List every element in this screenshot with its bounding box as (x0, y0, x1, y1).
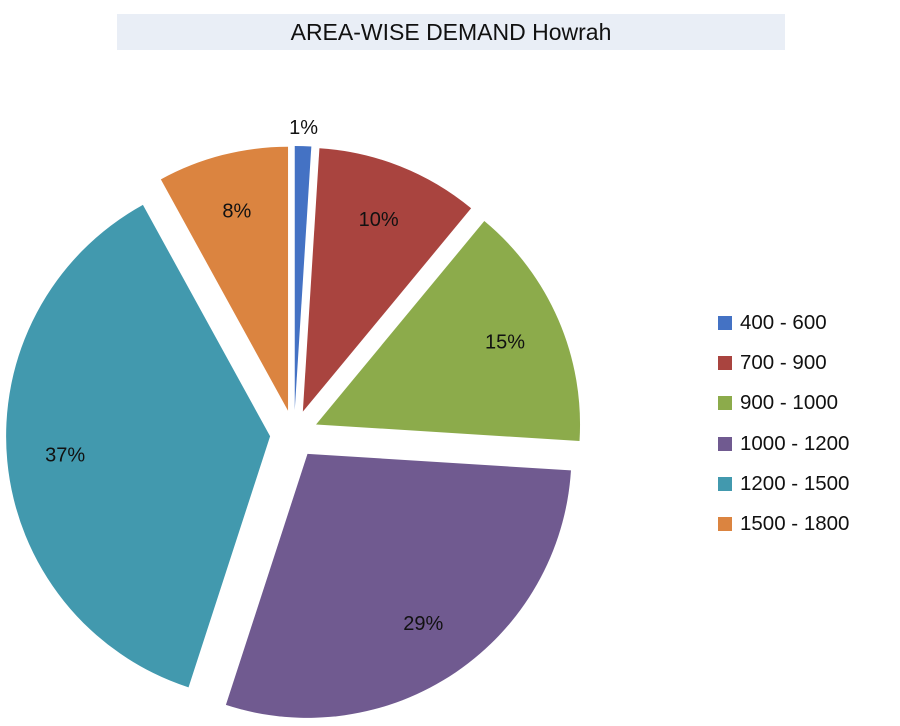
pie-slice-labels: 1% 10% 15% 29% 37% 8% (45, 117, 525, 635)
slice-data-label: 29% (403, 613, 443, 635)
slice-data-label: 10% (359, 209, 399, 231)
legend-swatch (718, 517, 732, 532)
legend-item: 1000 - 1200 (718, 424, 893, 464)
slice-data-label: 37% (45, 445, 85, 467)
legend-label: 700 - 900 (740, 351, 827, 375)
pie-slices (6, 146, 581, 718)
legend-swatch (718, 476, 732, 491)
chart-legend: 400 - 600 700 - 900 900 - 1000 1000 - 1200 1… (718, 303, 893, 544)
legend-item: 400 - 600 (718, 303, 893, 343)
pie-slice-400-600 (294, 146, 312, 411)
pie-slice-1000-1200 (225, 453, 571, 718)
legend-label: 1500 - 1800 (740, 512, 850, 536)
legend-swatch (718, 436, 732, 451)
pie-slice-700-900 (302, 148, 472, 412)
pie-slice-1200-1500 (6, 204, 271, 688)
slice-data-label: 8% (222, 200, 251, 222)
legend-swatch (718, 396, 732, 411)
pie-slice-1500-1800 (160, 146, 289, 411)
legend-label: 1000 - 1200 (740, 431, 850, 455)
legend-label: 900 - 1000 (740, 391, 839, 415)
slice-data-label: 15% (485, 332, 525, 354)
legend-swatch (718, 356, 732, 371)
legend-item: 1200 - 1500 (718, 464, 893, 504)
legend-item: 900 - 1000 (718, 383, 893, 423)
legend-swatch (718, 316, 732, 331)
chart-title: AREA-WISE DEMAND Howrah (117, 14, 785, 50)
slice-data-label: 1% (289, 117, 318, 139)
legend-label: 1200 - 1500 (740, 471, 850, 495)
legend-item: 700 - 900 (718, 343, 893, 383)
pie-slice-900-1000 (316, 221, 581, 442)
legend-item: 1500 - 1800 (718, 504, 893, 544)
legend-label: 400 - 600 (740, 311, 827, 335)
